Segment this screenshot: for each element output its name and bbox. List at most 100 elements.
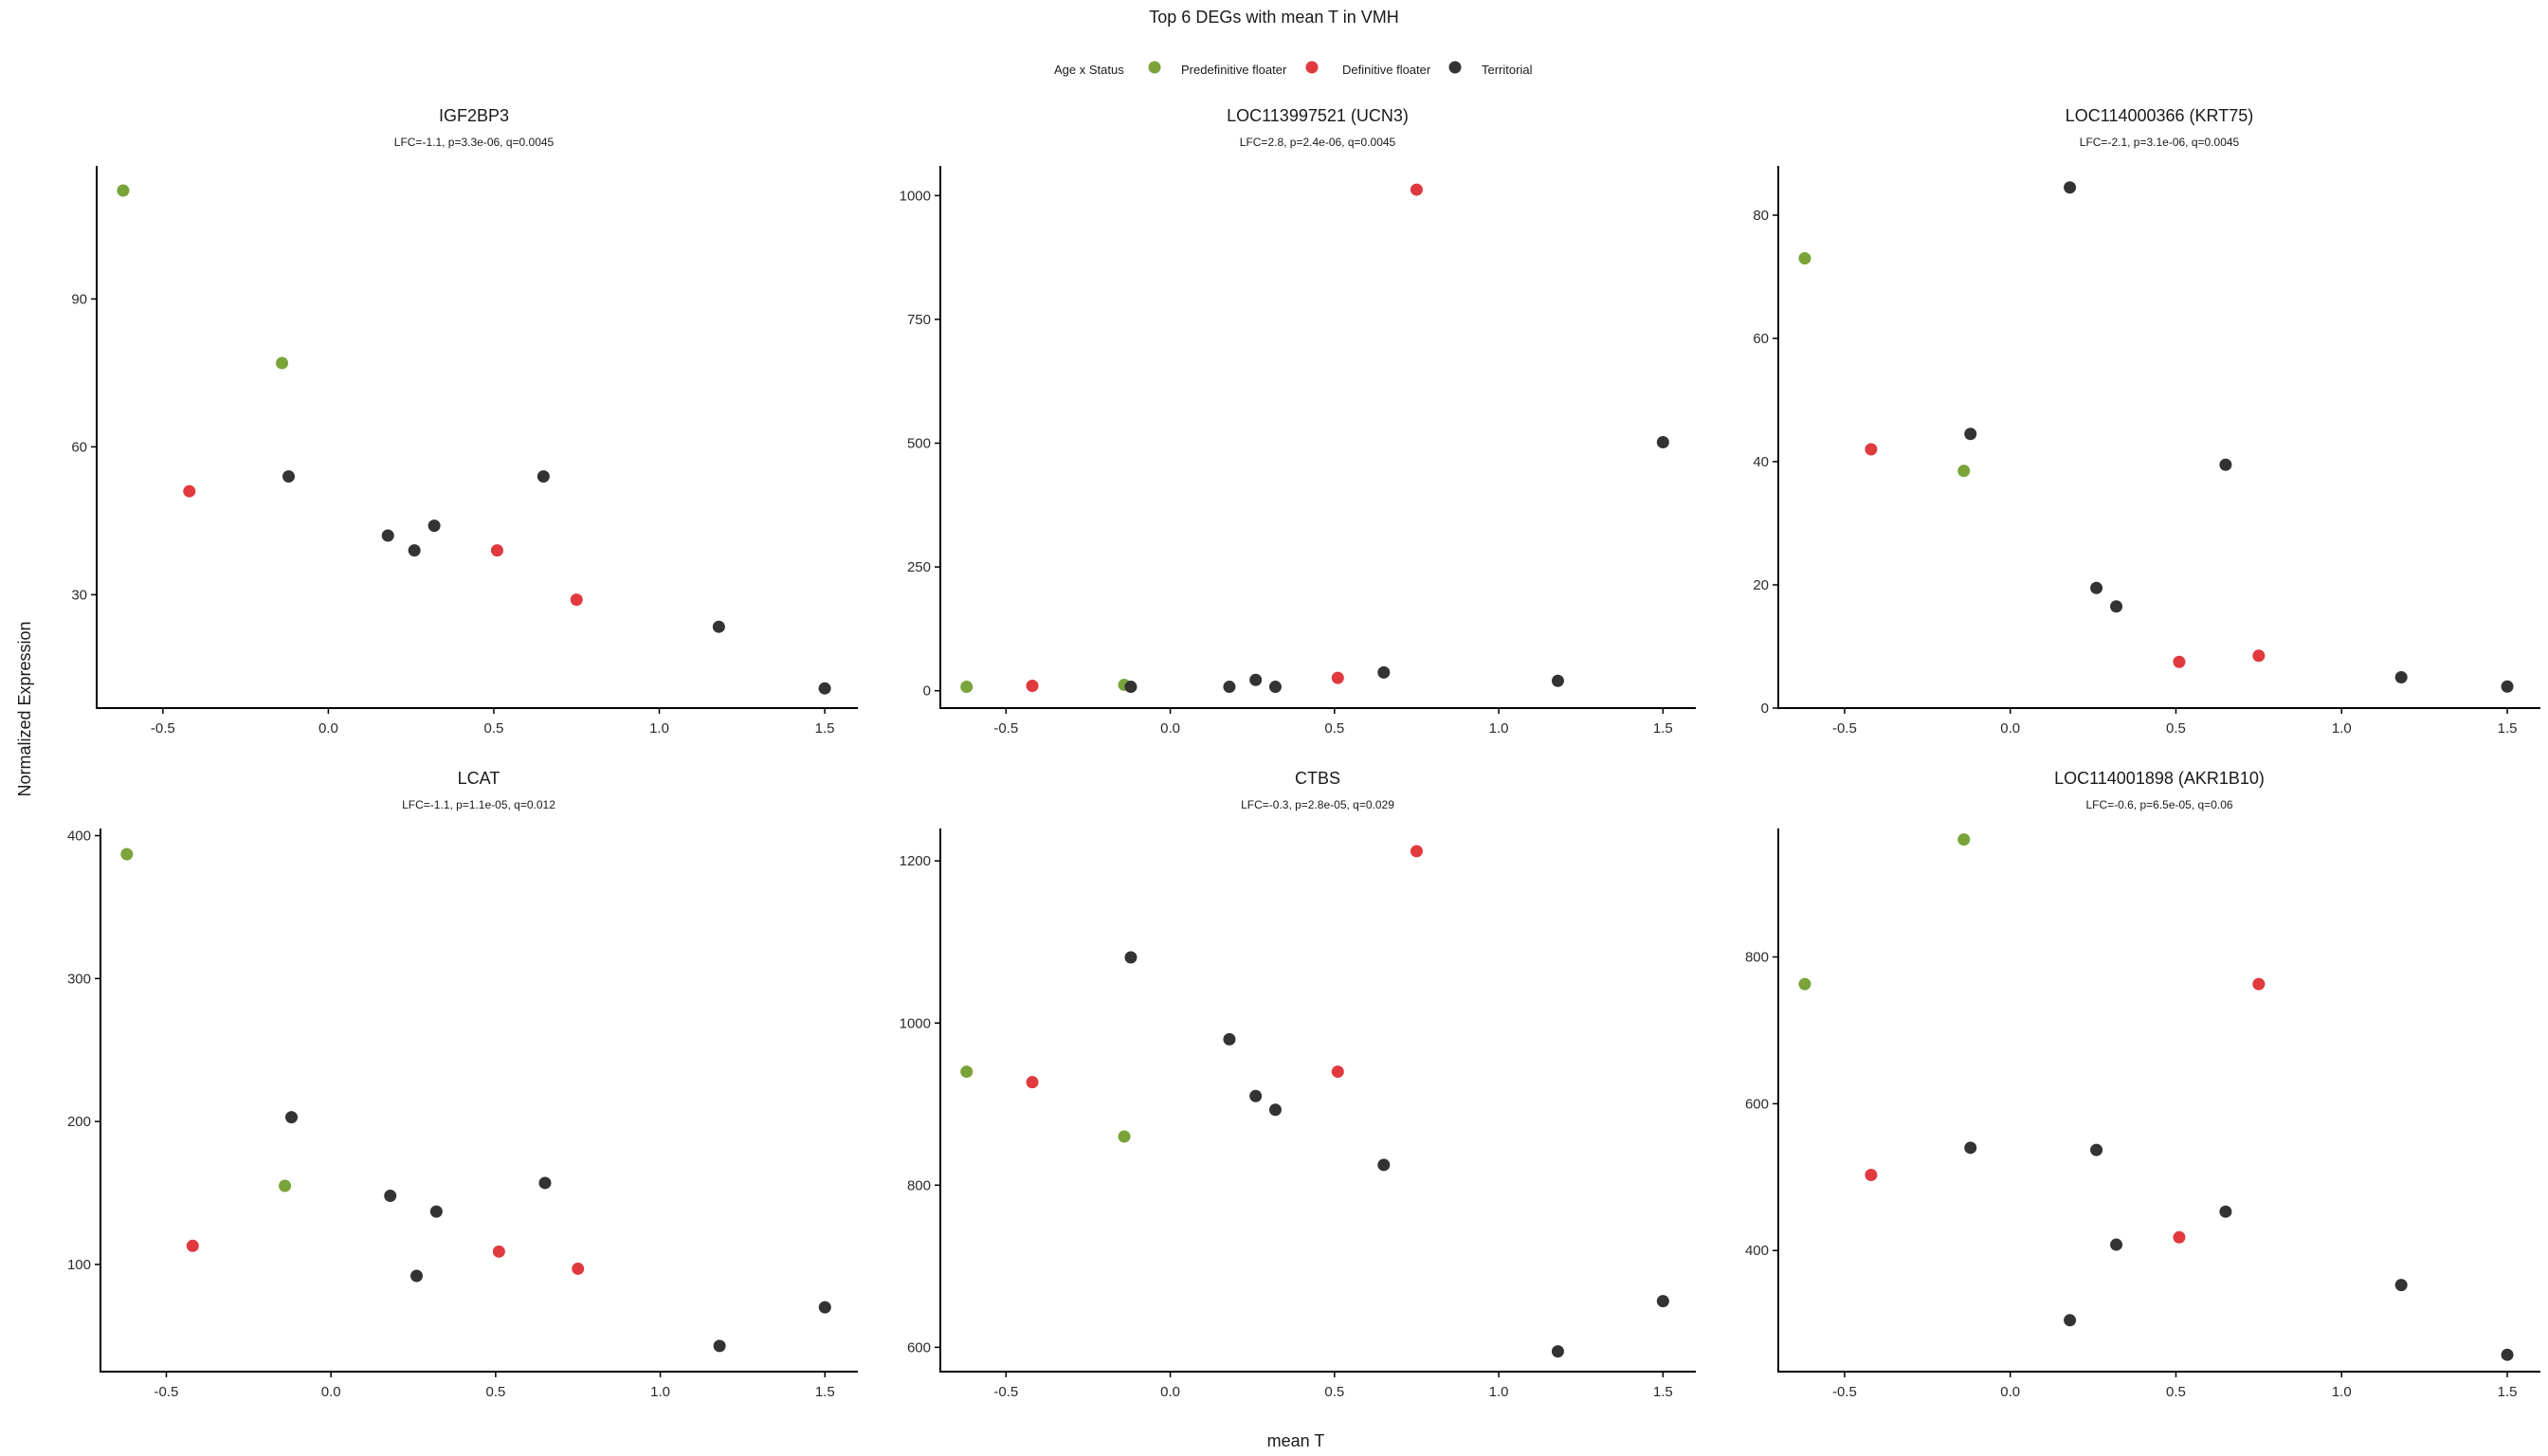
x-tick-label: 1.0 <box>650 1384 670 1400</box>
point-territorial <box>1656 1295 1669 1308</box>
x-tick-label: 1.5 <box>1653 720 1673 737</box>
point-territorial <box>429 1205 443 1218</box>
y-tick-label: 0 <box>923 683 931 700</box>
x-tick-label: 1.5 <box>815 720 835 737</box>
y-tick-label: 500 <box>907 436 931 452</box>
x-tick-label: 0.5 <box>485 1384 505 1400</box>
x-tick-label: 1.0 <box>2332 1384 2352 1400</box>
y-tick-label: 0 <box>1761 701 1769 717</box>
x-tick-label: 0.0 <box>1160 1384 1180 1400</box>
legend-title: Age x Status <box>1054 63 1124 77</box>
panel-subtitle: LFC=-1.1, p=3.3e-06, q=0.0045 <box>394 136 555 149</box>
panel-subtitle: LFC=-2.1, p=3.1e-06, q=0.0045 <box>2080 136 2240 149</box>
panel-subtitle: LFC=-1.1, p=1.1e-05, q=0.012 <box>402 798 555 811</box>
x-tick-label: 0.0 <box>2000 1384 2020 1400</box>
y-tick-label: 30 <box>71 587 87 603</box>
point-definitive-floater <box>492 1245 505 1258</box>
point-territorial <box>2394 1279 2408 1292</box>
point-definitive-floater <box>2252 977 2266 991</box>
panel-subtitle: LFC=-0.3, p=2.8e-05, q=0.029 <box>1241 798 1394 811</box>
axis-lines <box>939 828 1696 1373</box>
point-territorial <box>2090 581 2103 594</box>
point-definitive-floater <box>2173 1230 2186 1244</box>
panel-title: LCAT <box>458 769 500 788</box>
point-definitive-floater <box>183 484 196 498</box>
point-predefinitive-floater <box>1957 833 1971 846</box>
point-territorial <box>282 470 295 483</box>
point-predefinitive-floater <box>960 1065 974 1079</box>
panel-5: CTBS LFC=-0.3, p=2.8e-05, q=0.029 600 800 10… <box>900 769 1696 1400</box>
panel-title: CTBS <box>1295 769 1340 788</box>
y-tick-label: 400 <box>67 828 91 845</box>
x-tick-label: 0.0 <box>2000 720 2020 737</box>
y-tick-label: 200 <box>67 1114 91 1130</box>
x-tick-label: -0.5 <box>155 1384 179 1400</box>
y-tick-label: 600 <box>907 1339 931 1356</box>
y-tick-label: 40 <box>1753 454 1769 470</box>
point-predefinitive-floater <box>117 184 130 197</box>
point-territorial <box>284 1111 298 1124</box>
x-tick-label: 0.5 <box>2166 1384 2186 1400</box>
point-predefinitive-floater <box>960 681 974 694</box>
point-predefinitive-floater <box>1118 1130 1131 1143</box>
point-predefinitive-floater <box>276 356 289 370</box>
point-definitive-floater <box>1331 1065 1344 1079</box>
point-territorial <box>1124 681 1138 694</box>
point-territorial <box>1124 951 1138 964</box>
point-territorial <box>2110 1238 2123 1251</box>
point-definitive-floater <box>186 1239 199 1252</box>
point-definitive-floater <box>1410 183 1423 196</box>
x-tick-label: 0.5 <box>2166 720 2186 737</box>
point-territorial <box>1551 1345 1564 1358</box>
panel-3: LOC114000366 (KRT75) LFC=-2.1, p=3.1e-06,… <box>1753 106 2540 737</box>
point-territorial <box>2090 1143 2103 1156</box>
point-definitive-floater <box>2173 655 2186 668</box>
point-territorial <box>537 470 550 483</box>
x-tick-label: -0.5 <box>1832 1384 1857 1400</box>
x-tick-label: -0.5 <box>1832 720 1857 737</box>
point-territorial <box>2501 1348 2514 1361</box>
point-predefinitive-floater <box>120 847 134 861</box>
y-tick-label: 1000 <box>900 188 931 204</box>
point-territorial <box>2501 680 2514 693</box>
x-tick-label: 1.5 <box>815 1384 835 1400</box>
x-tick-label: -0.5 <box>993 1384 1018 1400</box>
point-territorial <box>1964 1141 1977 1155</box>
point-territorial <box>1377 665 1391 679</box>
point-territorial <box>2064 1314 2077 1327</box>
point-territorial <box>2064 181 2077 194</box>
legend-label-definitive-floater: Definitive floater <box>1342 63 1431 77</box>
point-definitive-floater <box>490 544 503 557</box>
y-tick-label: 80 <box>1753 208 1769 224</box>
panel-subtitle: LFC=2.8, p=2.4e-06, q=0.0045 <box>1240 136 1396 149</box>
panel-6: LOC114001898 (AKR1B10) LFC=-0.6, p=6.5e-0… <box>1745 769 2540 1400</box>
x-axis-label: mean T <box>1267 1431 1325 1450</box>
legend-key-territorial <box>1448 61 1462 74</box>
point-territorial <box>713 1339 726 1353</box>
x-tick-label: 0.5 <box>1324 720 1344 737</box>
point-territorial <box>408 544 421 557</box>
x-tick-label: -0.5 <box>151 720 175 737</box>
axis-lines <box>1777 828 2540 1373</box>
y-axis-label: Normalized Expression <box>15 621 34 796</box>
point-territorial <box>818 682 831 695</box>
y-tick-label: 60 <box>71 439 87 455</box>
panel-1: IGF2BP3 LFC=-1.1, p=3.3e-06, q=0.0045 30 60… <box>71 106 858 737</box>
panel-4: LCAT LFC=-1.1, p=1.1e-05, q=0.012 100 200 30… <box>67 769 858 1400</box>
legend: Age x Status Predefinitive floater Defin… <box>1054 61 1533 77</box>
axis-lines <box>1777 166 2540 709</box>
point-territorial <box>2110 600 2123 613</box>
point-definitive-floater <box>1026 1076 1039 1089</box>
point-territorial <box>2219 458 2232 471</box>
y-tick-label: 1000 <box>900 1015 931 1031</box>
x-tick-label: 0.5 <box>1324 1384 1344 1400</box>
y-tick-label: 750 <box>907 312 931 328</box>
point-territorial <box>1377 1158 1391 1172</box>
legend-label-territorial: Territorial <box>1482 63 1533 77</box>
point-definitive-floater <box>1331 671 1344 684</box>
point-definitive-floater <box>1026 679 1039 692</box>
point-predefinitive-floater <box>279 1179 292 1192</box>
point-territorial <box>410 1269 423 1283</box>
point-definitive-floater <box>572 1262 585 1275</box>
